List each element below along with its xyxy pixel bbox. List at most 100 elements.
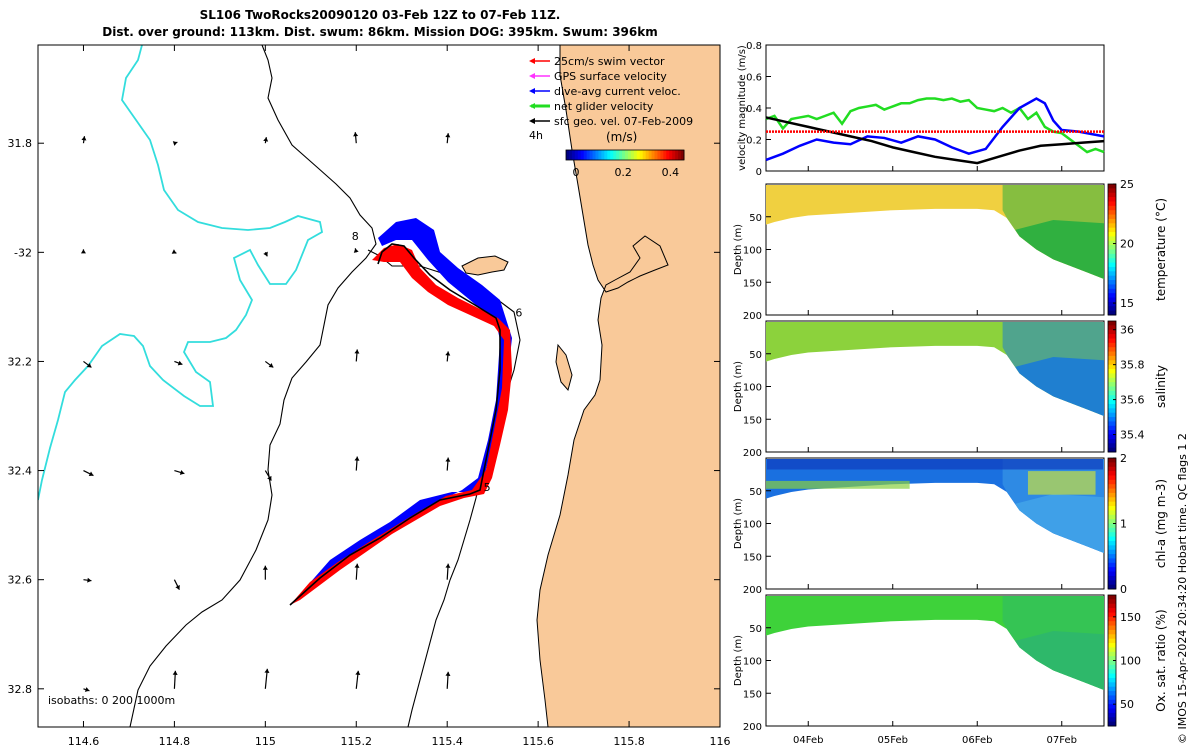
section-colorbar-tick-label: 15 bbox=[1120, 297, 1134, 310]
section-colorbar-tick-label: 50 bbox=[1120, 698, 1134, 711]
colorbar-cell bbox=[639, 150, 644, 160]
section-colorbar-cell bbox=[1108, 197, 1116, 202]
velocity-y-tick-label: 0.8 bbox=[746, 41, 762, 52]
colorbar-cell bbox=[622, 150, 626, 160]
section-colorbar-cell bbox=[1108, 430, 1116, 436]
section-y-tick-label: 150 bbox=[743, 415, 762, 426]
chl-offshore-patch bbox=[1027, 471, 1096, 495]
map-x-tick-label: 115.6 bbox=[522, 735, 554, 748]
colorbar-cell bbox=[648, 150, 653, 160]
section-colorbar-cell bbox=[1108, 625, 1116, 631]
section-colorbar-cell bbox=[1108, 218, 1116, 224]
section-colorbar-label: chl-a (mg m-3) bbox=[1154, 479, 1168, 568]
section-colorbar-cell bbox=[1108, 355, 1116, 361]
colorbar-cell bbox=[589, 150, 594, 160]
geo-velocity-arrowhead bbox=[81, 136, 87, 141]
section-colorbar-cell bbox=[1108, 338, 1116, 344]
section-colorbar-cell bbox=[1108, 266, 1116, 272]
map-y-tick-label: 32.8 bbox=[8, 683, 33, 696]
section-colorbar-cell bbox=[1108, 562, 1116, 568]
isobath-1000m bbox=[129, 45, 377, 727]
geo-velocity-arrowhead bbox=[84, 687, 90, 692]
section-y-tick-label: 50 bbox=[749, 487, 762, 498]
section-colorbar-cell bbox=[1108, 188, 1116, 194]
section-colorbar-cell bbox=[1108, 677, 1116, 683]
glider-track bbox=[289, 218, 512, 606]
time-tick-label: 06Feb bbox=[962, 735, 992, 746]
geo-velocity-arrowhead bbox=[445, 457, 451, 462]
waypoint-label: 5 bbox=[484, 481, 491, 494]
legend-scale-label: 4h bbox=[529, 129, 543, 142]
legend-label: 25cm/s swim vector bbox=[554, 55, 665, 68]
section-colorbar-cell bbox=[1108, 386, 1116, 392]
velocity-series bbox=[765, 97, 1105, 165]
section-fill-deep bbox=[1015, 631, 1104, 690]
section-colorbar-cell bbox=[1108, 329, 1116, 335]
colorbar-cell bbox=[651, 150, 655, 160]
colorbar-cell bbox=[595, 150, 599, 160]
waypoint-label: 8 bbox=[352, 230, 359, 243]
section-colorbar-cell bbox=[1108, 510, 1116, 516]
colorbar-cell bbox=[580, 150, 585, 160]
section-fill-deep bbox=[1015, 494, 1104, 553]
velocity-axes-frame bbox=[765, 44, 1105, 172]
section-colorbar-cell bbox=[1108, 232, 1116, 237]
colorbar-frame bbox=[565, 149, 685, 161]
section-colorbar-cell bbox=[1108, 647, 1116, 653]
colorbar-cell bbox=[669, 150, 673, 160]
time-tick-label: 07Feb bbox=[1047, 735, 1077, 746]
velocity-series-line bbox=[765, 97, 1105, 162]
geo-velocity-arrowhead bbox=[354, 456, 360, 461]
geo-velocity-arrowhead bbox=[80, 249, 86, 254]
section-y-tick-label: 150 bbox=[743, 552, 762, 563]
section-y-tick-label: 150 bbox=[743, 278, 762, 289]
section-colorbar-cell bbox=[1108, 721, 1116, 727]
garden-island bbox=[555, 343, 573, 392]
section-colorbar-cell bbox=[1108, 717, 1116, 723]
map-y-tick-label: 32.2 bbox=[8, 355, 33, 368]
waypoint-label: 6 bbox=[515, 306, 522, 319]
velocity-ticks: 0 0.2 0.4 0.6 0.8 bbox=[746, 41, 1063, 178]
section-y-tick-label: 200 bbox=[743, 585, 762, 596]
section-colorbar-cell bbox=[1108, 673, 1116, 679]
section-colorbar-cell bbox=[1108, 395, 1116, 401]
section-colorbar-cell bbox=[1108, 669, 1116, 675]
geo-velocity-arrowhead bbox=[355, 670, 361, 676]
section-colorbar-cell bbox=[1108, 549, 1116, 555]
rottnest-island bbox=[461, 255, 509, 276]
section-colorbar-cell bbox=[1108, 567, 1116, 573]
section-colorbar-cell bbox=[1108, 514, 1116, 520]
section-colorbar-cell bbox=[1108, 484, 1116, 490]
colorbar-cell bbox=[633, 150, 638, 160]
section-colorbar-cell bbox=[1108, 575, 1116, 581]
section-colorbar-cell bbox=[1108, 364, 1116, 370]
legend-swatch-head bbox=[529, 73, 535, 79]
colorbar-cell bbox=[568, 150, 573, 160]
section-colorbar-cell bbox=[1108, 184, 1116, 189]
section-colorbar-cell bbox=[1108, 616, 1116, 622]
section-colorbar-cell bbox=[1108, 571, 1116, 577]
section-colorbar-cell bbox=[1108, 301, 1116, 307]
section-colorbar-cell bbox=[1108, 425, 1116, 431]
section-colorbar-cell bbox=[1108, 471, 1116, 476]
section-colorbar-cell bbox=[1108, 240, 1116, 246]
section-ylabel: Depth (m) bbox=[733, 224, 744, 275]
velocity-panel: 0 0.2 0.4 0.6 0.8 velocity magnitude (m/s) bbox=[737, 41, 1105, 178]
section-y-tick-label: 150 bbox=[743, 689, 762, 700]
section-colorbar-cell bbox=[1108, 403, 1116, 409]
section-colorbar-tick-label: 35.8 bbox=[1120, 359, 1145, 372]
map-x-tick-label: 116 bbox=[710, 735, 731, 748]
colorbar-cell bbox=[571, 150, 576, 160]
geo-velocity-arrowhead bbox=[262, 565, 268, 570]
colorbar-cell bbox=[678, 150, 682, 160]
section-colorbar-cell bbox=[1108, 497, 1116, 503]
section-colorbar-cell bbox=[1108, 643, 1116, 648]
section-colorbar-cell bbox=[1108, 479, 1116, 485]
section-colorbar-cell bbox=[1108, 612, 1116, 618]
section-colorbar-cell bbox=[1108, 704, 1116, 710]
map-legend: 25cm/s swim vector GPS surface velocity di… bbox=[529, 55, 693, 128]
map-y-tick-label: 31.8 bbox=[8, 137, 33, 150]
velocity-y-tick-label: 0.2 bbox=[746, 136, 762, 147]
section-colorbar-cell bbox=[1108, 236, 1116, 242]
speed-colorbar: 0 0.2 0.4 bbox=[565, 149, 685, 179]
